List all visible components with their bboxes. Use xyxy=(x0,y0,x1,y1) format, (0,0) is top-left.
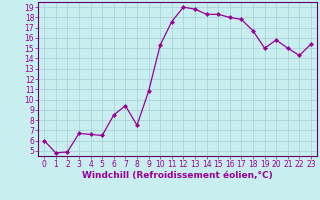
X-axis label: Windchill (Refroidissement éolien,°C): Windchill (Refroidissement éolien,°C) xyxy=(82,171,273,180)
